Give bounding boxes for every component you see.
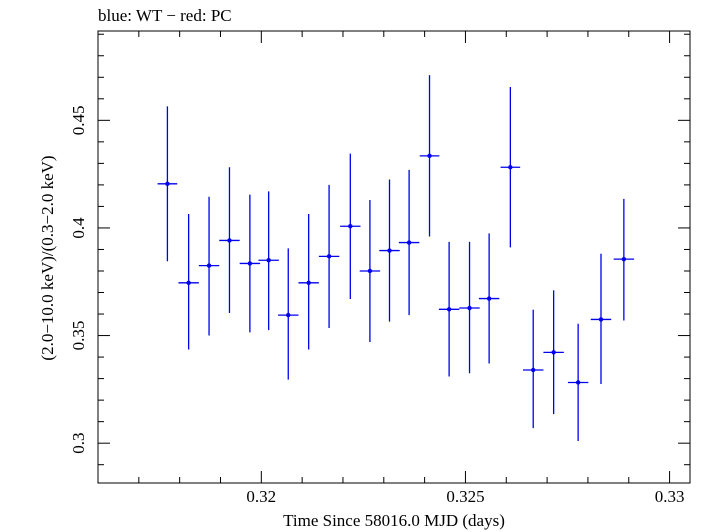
data-point	[543, 290, 564, 415]
data-point	[198, 196, 220, 336]
point-marker	[427, 153, 432, 159]
point-marker	[367, 268, 373, 274]
y-tick-label: 0.35	[69, 321, 88, 351]
point-marker	[387, 248, 392, 253]
point-marker	[326, 254, 332, 259]
x-tick-label: 0.33	[655, 487, 685, 506]
x-axis-label: Time Since 58016.0 MJD (days)	[283, 511, 505, 530]
point-marker	[598, 317, 604, 322]
point-marker	[266, 258, 271, 263]
data-point	[318, 184, 340, 329]
point-marker	[621, 256, 627, 262]
chart-title: blue: WT − red: PC	[98, 6, 232, 25]
data-point	[590, 253, 612, 384]
y-tick-label: 0.45	[69, 105, 88, 135]
data-point	[398, 169, 420, 316]
point-marker	[348, 224, 353, 229]
data-point	[359, 199, 381, 343]
point-marker	[467, 305, 472, 311]
data-point	[278, 248, 299, 380]
data-point	[438, 241, 460, 377]
data-point	[178, 213, 199, 350]
point-marker	[306, 280, 311, 286]
point-marker	[165, 181, 170, 187]
y-tick-label: 0.3	[69, 433, 88, 454]
point-marker	[286, 312, 291, 318]
data-point	[258, 191, 279, 331]
data-point	[500, 86, 521, 248]
point-marker	[186, 280, 191, 286]
data-point	[478, 233, 500, 364]
data-point	[419, 75, 440, 237]
data-point	[157, 106, 178, 262]
data-marks	[157, 75, 635, 442]
data-point	[613, 198, 635, 321]
data-point	[567, 323, 589, 442]
point-marker	[227, 238, 232, 243]
x-tick-label: 0.32	[246, 487, 276, 506]
point-marker	[551, 350, 556, 355]
data-point	[340, 153, 361, 299]
data-point	[298, 213, 319, 350]
data-point	[219, 167, 240, 313]
point-marker	[406, 240, 412, 245]
x-tick-label: 0.325	[446, 487, 484, 506]
point-marker	[206, 263, 212, 268]
point-marker	[486, 296, 492, 301]
point-marker	[247, 261, 253, 266]
plot-frame	[97, 30, 691, 484]
axes: 0.32 0.325 0.33 0.3 0.35 0.4 0.45	[69, 30, 691, 506]
data-point	[379, 179, 400, 322]
point-marker	[531, 367, 536, 373]
data-point	[239, 194, 261, 333]
y-tick-label: 0.4	[69, 217, 88, 239]
data-point	[523, 309, 544, 429]
data-point	[459, 241, 480, 374]
point-marker	[508, 165, 513, 170]
point-marker	[575, 380, 581, 385]
point-marker	[446, 307, 452, 312]
